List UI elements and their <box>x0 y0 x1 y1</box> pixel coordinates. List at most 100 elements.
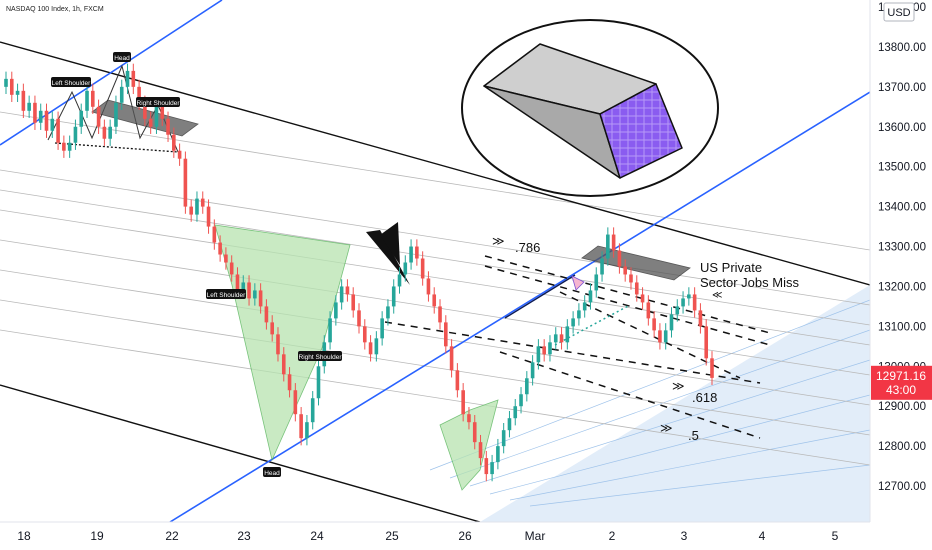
candle-body <box>195 198 199 215</box>
candle-body <box>27 102 31 111</box>
candle-body <box>600 258 604 275</box>
candle-body <box>611 234 616 251</box>
tag-right-shoulder-mid: Right Shoulder <box>298 351 342 361</box>
candle-body <box>704 326 709 359</box>
candle-body <box>281 354 286 375</box>
candle-body <box>391 286 396 307</box>
candle-body <box>247 282 251 299</box>
currency-badge[interactable]: USD <box>883 2 915 22</box>
news-label-line2: Sector Jobs Miss <box>700 275 799 290</box>
candle-body <box>415 246 419 259</box>
candle-body <box>316 366 321 399</box>
time-axis[interactable]: 18 19 22 23 24 25 26 Mar 2 3 4 5 <box>17 529 838 543</box>
candle-body <box>461 390 465 415</box>
candle-body <box>658 330 662 343</box>
candle-body <box>166 118 170 135</box>
time-tick-label: 4 <box>759 529 766 543</box>
candle-body <box>507 418 512 431</box>
candle-body <box>588 290 593 303</box>
candle-body <box>501 430 506 447</box>
candle-body <box>229 262 234 275</box>
candle-body <box>403 262 408 275</box>
candle-body <box>652 318 656 331</box>
candle-body <box>577 310 581 319</box>
time-tick-label: 19 <box>90 529 104 543</box>
candle-body <box>85 90 89 111</box>
channel-bottom-line[interactable] <box>0 384 481 522</box>
price-tick-label: 13600.00 <box>878 122 926 134</box>
price-tick-label: 13700.00 <box>878 82 926 94</box>
price-tick-label: 12700.00 <box>878 481 926 493</box>
candle-body <box>472 422 477 443</box>
candle-body <box>50 118 55 131</box>
candle-body <box>455 370 460 391</box>
candle-body <box>38 110 43 123</box>
svg-text:Left Shoulder: Left Shoulder <box>52 80 92 87</box>
candle-body <box>582 302 587 311</box>
price-tick-label: 13500.00 <box>878 162 926 174</box>
candle-body <box>640 294 645 303</box>
gray-channel-lines <box>0 111 870 466</box>
candle-body <box>154 106 159 127</box>
navy-projection-line <box>504 274 576 319</box>
candle-body <box>96 106 101 127</box>
candle-body <box>484 458 489 475</box>
price-tick-label: 13200.00 <box>878 281 926 293</box>
box-illustration <box>483 43 683 179</box>
svg-text:Right Shoulder: Right Shoulder <box>137 100 181 107</box>
candle-body <box>137 86 141 103</box>
blue-trend-lower[interactable] <box>169 91 870 522</box>
tag-left-shoulder-top: Left Shoulder <box>51 77 91 87</box>
candle-body <box>559 334 564 343</box>
candle-body <box>102 126 107 139</box>
candle-body <box>264 306 269 323</box>
candle-body <box>183 158 188 207</box>
chevron-small-icon: ≪ <box>712 290 722 301</box>
candle-body <box>119 86 124 103</box>
candle-body <box>334 302 338 319</box>
chevron-down-icon: ≫ <box>492 234 505 248</box>
candle-body <box>299 414 303 439</box>
blue-trend-upper[interactable] <box>0 0 223 146</box>
candle-body <box>44 110 49 131</box>
candle-body <box>258 290 263 307</box>
candle-body <box>143 102 147 119</box>
candle-body <box>530 362 535 379</box>
candle-body <box>663 330 668 343</box>
candle-body <box>565 326 570 343</box>
candle-body <box>62 142 66 151</box>
candle-body <box>33 102 37 123</box>
channel-top-line[interactable] <box>0 41 870 286</box>
candle-body <box>426 278 431 295</box>
candle-body <box>345 286 350 295</box>
black-triangle-right <box>380 222 400 265</box>
candle-body <box>420 258 425 279</box>
candle-body <box>15 90 20 95</box>
channel-fan-lines <box>429 299 870 507</box>
candle-body <box>490 462 494 475</box>
svg-text:Right Shoulder: Right Shoulder <box>299 354 343 361</box>
price-badge-value: 12971.16 <box>876 369 926 383</box>
dashed-projection-lines <box>384 255 771 439</box>
hs-pattern-fill-low <box>439 399 499 491</box>
svg-text:Left Shoulder: Left Shoulder <box>207 292 247 299</box>
candle-body <box>125 70 130 87</box>
candle-body <box>212 226 217 243</box>
candle-body <box>675 306 680 315</box>
news-label-line1: US Private <box>700 260 762 275</box>
pink-marker <box>571 275 585 291</box>
time-tick-label: 22 <box>165 529 179 543</box>
candle-body <box>710 358 714 378</box>
time-tick-label: 5 <box>832 529 839 543</box>
candle-body <box>177 150 182 159</box>
blue-channel-zone <box>480 285 870 522</box>
candles-group <box>4 63 714 482</box>
candle-body <box>634 282 639 295</box>
chevron-up-icon: ≫ <box>672 379 685 393</box>
tag-head-top: Head <box>113 52 131 62</box>
time-tick-label: 3 <box>681 529 688 543</box>
candle-body <box>131 70 136 87</box>
candle-body <box>206 206 211 227</box>
candle-body <box>67 142 72 151</box>
